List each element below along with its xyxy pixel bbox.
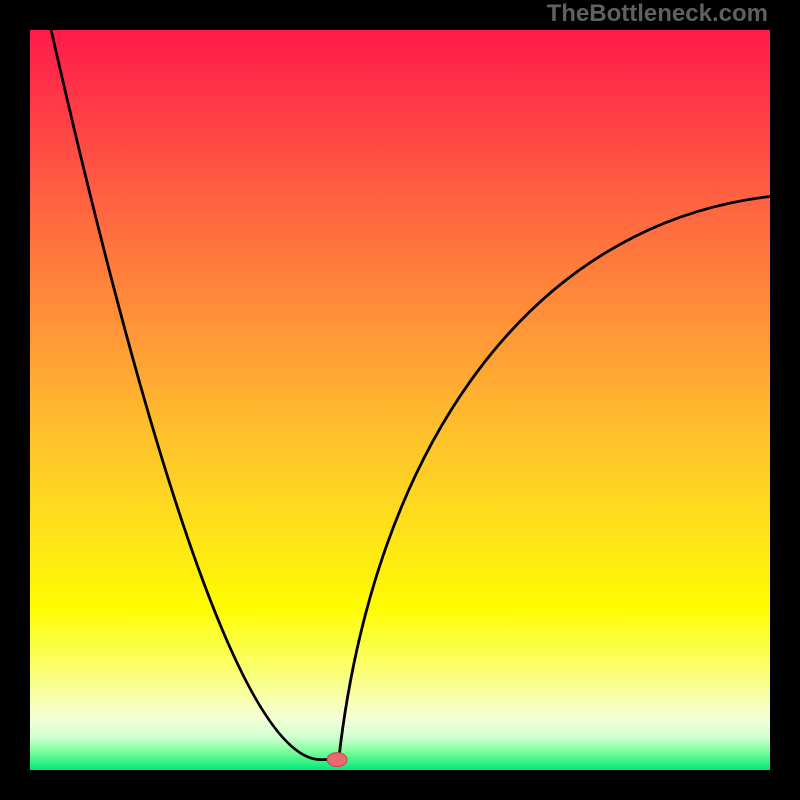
frame-left xyxy=(0,0,30,800)
bottleneck-curve xyxy=(41,0,770,760)
frame-bottom xyxy=(0,770,800,800)
watermark-text: TheBottleneck.com xyxy=(547,0,768,28)
curve-svg xyxy=(30,30,770,770)
chart-frame: TheBottleneck.com xyxy=(0,0,800,800)
frame-right xyxy=(770,0,800,800)
optimal-point-marker xyxy=(327,753,347,767)
plot-area xyxy=(30,30,770,770)
